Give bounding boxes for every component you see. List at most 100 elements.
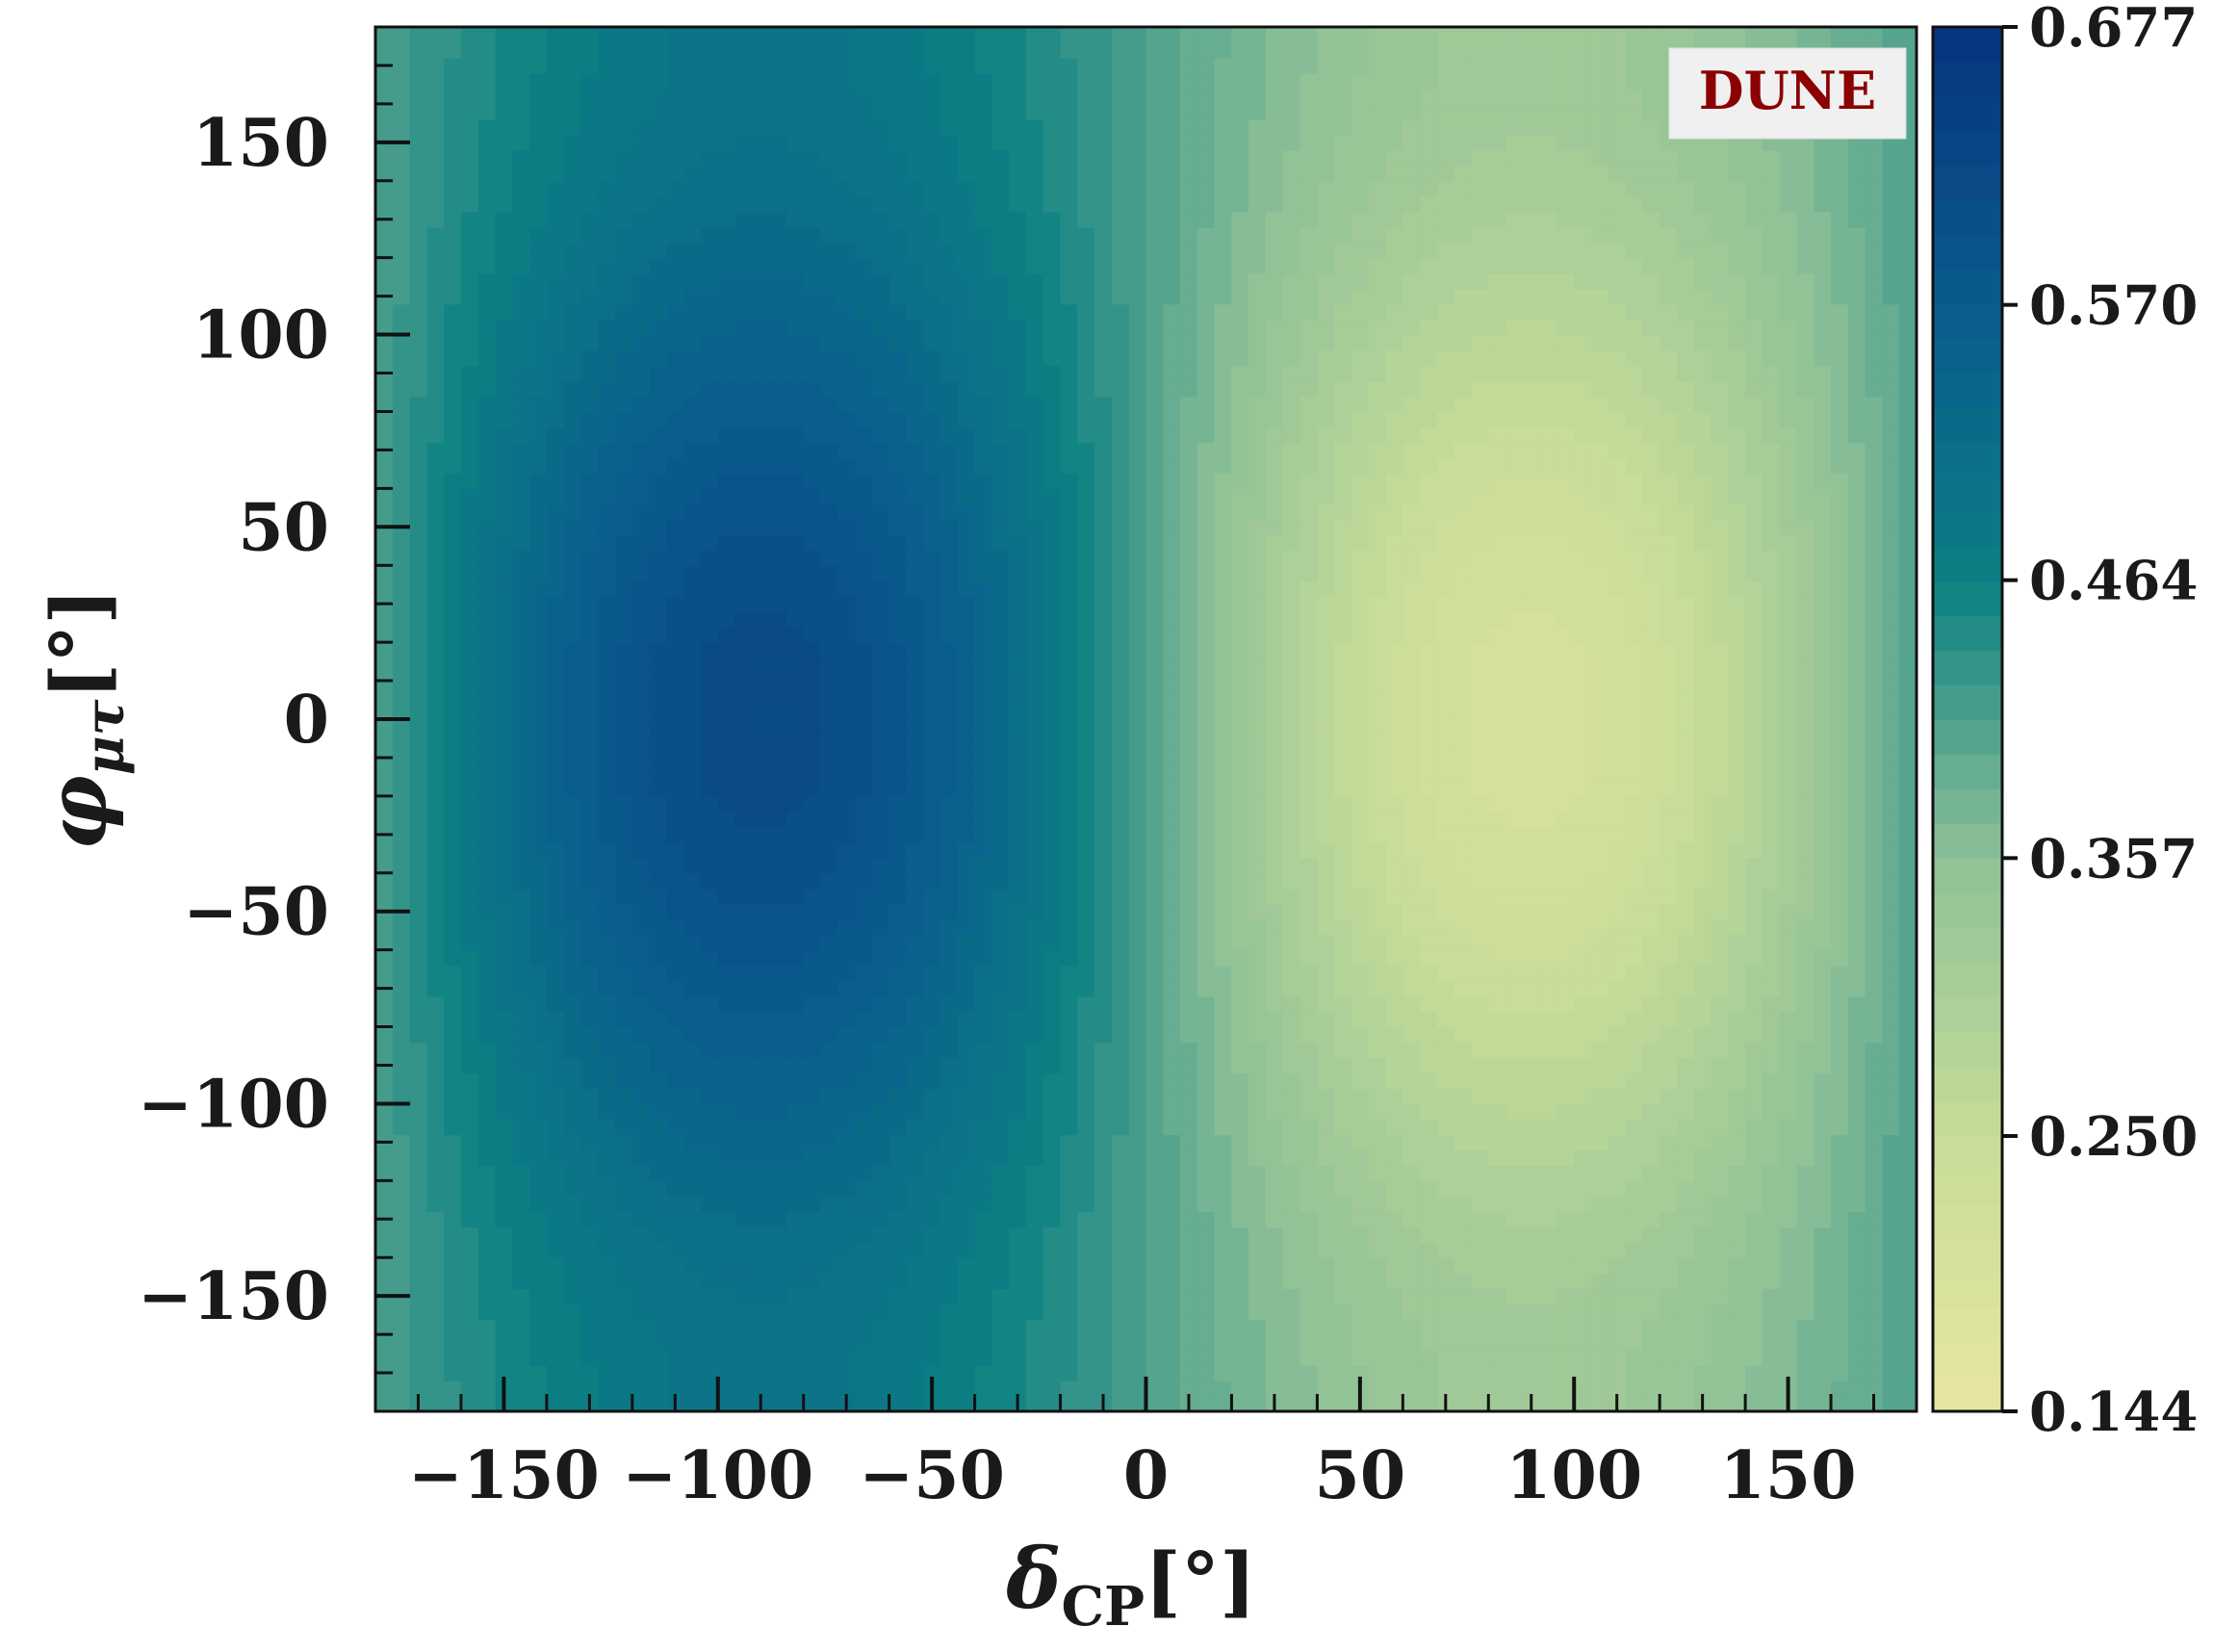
- contour-cell: [785, 811, 805, 828]
- contour-cell: [529, 995, 548, 1013]
- contour-cell: [785, 581, 805, 597]
- contour-cell: [734, 1381, 754, 1397]
- contour-cell: [940, 473, 959, 490]
- contour-cell: [683, 980, 702, 997]
- contour-cell: [598, 872, 616, 890]
- contour-cell: [1077, 1196, 1095, 1213]
- contour-cell: [785, 734, 805, 751]
- contour-cell: [700, 596, 719, 612]
- contour-cell: [598, 195, 616, 213]
- contour-cell: [820, 226, 839, 244]
- contour-cell: [888, 903, 908, 920]
- contour-cell: [717, 57, 736, 74]
- contour-cell: [580, 1088, 600, 1105]
- contour-cell: [1094, 1119, 1113, 1136]
- contour-cell: [1009, 519, 1027, 536]
- contour-cell: [888, 1304, 908, 1320]
- contour-cell: [855, 319, 873, 336]
- contour-cell: [580, 980, 600, 997]
- contour-cell: [392, 1119, 411, 1136]
- contour-cell: [1214, 1011, 1233, 1028]
- contour-cell: [1060, 1103, 1079, 1121]
- contour-cell: [1042, 1226, 1062, 1244]
- contour-cell: [940, 1273, 959, 1289]
- contour-cell: [820, 1211, 839, 1228]
- contour-cell: [1248, 596, 1267, 612]
- contour-cell: [974, 1026, 993, 1044]
- contour-cell: [1317, 965, 1335, 982]
- contour-cell: [512, 872, 530, 890]
- contour-cell: [546, 396, 565, 413]
- contour-cell: [1163, 426, 1181, 444]
- contour-cell: [529, 1072, 548, 1090]
- contour-cell: [1042, 534, 1062, 552]
- contour-cell: [923, 1088, 941, 1105]
- contour-cell: [906, 749, 925, 766]
- contour-cell: [717, 272, 736, 290]
- contour-cell: [512, 811, 530, 828]
- contour-cell: [392, 550, 411, 567]
- contour-cell: [752, 1350, 770, 1366]
- contour-cell: [375, 503, 394, 521]
- contour-cell: [1197, 1088, 1216, 1105]
- contour-cell: [409, 734, 428, 751]
- contour-cell: [1025, 719, 1044, 736]
- contour-cell: [871, 457, 890, 475]
- contour-cell: [1111, 795, 1130, 813]
- contour-cell: [495, 596, 514, 612]
- contour-cell: [734, 734, 754, 751]
- contour-cell: [957, 88, 976, 105]
- contour-cell: [717, 1165, 736, 1182]
- contour-cell: [1231, 411, 1250, 428]
- contour-cell: [820, 826, 839, 843]
- contour-cell: [1009, 88, 1027, 105]
- contour-cell: [1042, 857, 1062, 874]
- contour-cell: [1299, 103, 1319, 120]
- contour-cell: [1009, 396, 1027, 413]
- contour-cell: [460, 965, 479, 982]
- contour-cell: [717, 488, 736, 505]
- contour-cell: [1163, 272, 1181, 290]
- contour-cell: [666, 457, 684, 475]
- contour-cell: [769, 303, 787, 321]
- contour-cell: [683, 764, 702, 782]
- contour-cell: [375, 534, 394, 552]
- contour-cell: [460, 242, 479, 259]
- contour-cell: [1180, 165, 1198, 182]
- contour-cell: [392, 88, 411, 105]
- contour-cell: [940, 380, 959, 398]
- contour-cell: [631, 1134, 651, 1151]
- contour-cell: [991, 1134, 1010, 1151]
- contour-cell: [375, 426, 394, 444]
- contour-cell: [1009, 1319, 1027, 1335]
- contour-cell: [426, 1134, 445, 1151]
- contour-cell: [957, 918, 976, 936]
- contour-cell: [375, 949, 394, 967]
- contour-cell: [1248, 380, 1267, 398]
- contour-cell: [1077, 949, 1095, 967]
- contour-cell: [649, 226, 668, 244]
- contour-cell: [1282, 457, 1301, 475]
- contour-cell: [700, 1226, 719, 1244]
- contour-cell: [546, 118, 565, 136]
- contour-cell: [991, 749, 1010, 766]
- contour-cell: [392, 596, 411, 612]
- contour-cell: [546, 749, 565, 766]
- contour-cell: [392, 149, 411, 167]
- contour-cell: [563, 41, 582, 59]
- contour-cell: [957, 1196, 976, 1213]
- contour-cell: [529, 734, 548, 751]
- contour-cell: [1077, 226, 1095, 244]
- contour-cell: [974, 380, 993, 398]
- contour-cell: [477, 57, 497, 74]
- contour-cell: [855, 704, 873, 720]
- contour-cell: [785, 1134, 805, 1151]
- contour-cell: [1197, 826, 1216, 843]
- contour-cell: [888, 365, 908, 382]
- contour-cell: [1197, 1365, 1216, 1381]
- contour-cell: [563, 1011, 582, 1028]
- contour-cell: [734, 1196, 754, 1213]
- contour-cell: [409, 303, 428, 321]
- contour-cell: [1180, 257, 1198, 274]
- contour-cell: [717, 1381, 736, 1397]
